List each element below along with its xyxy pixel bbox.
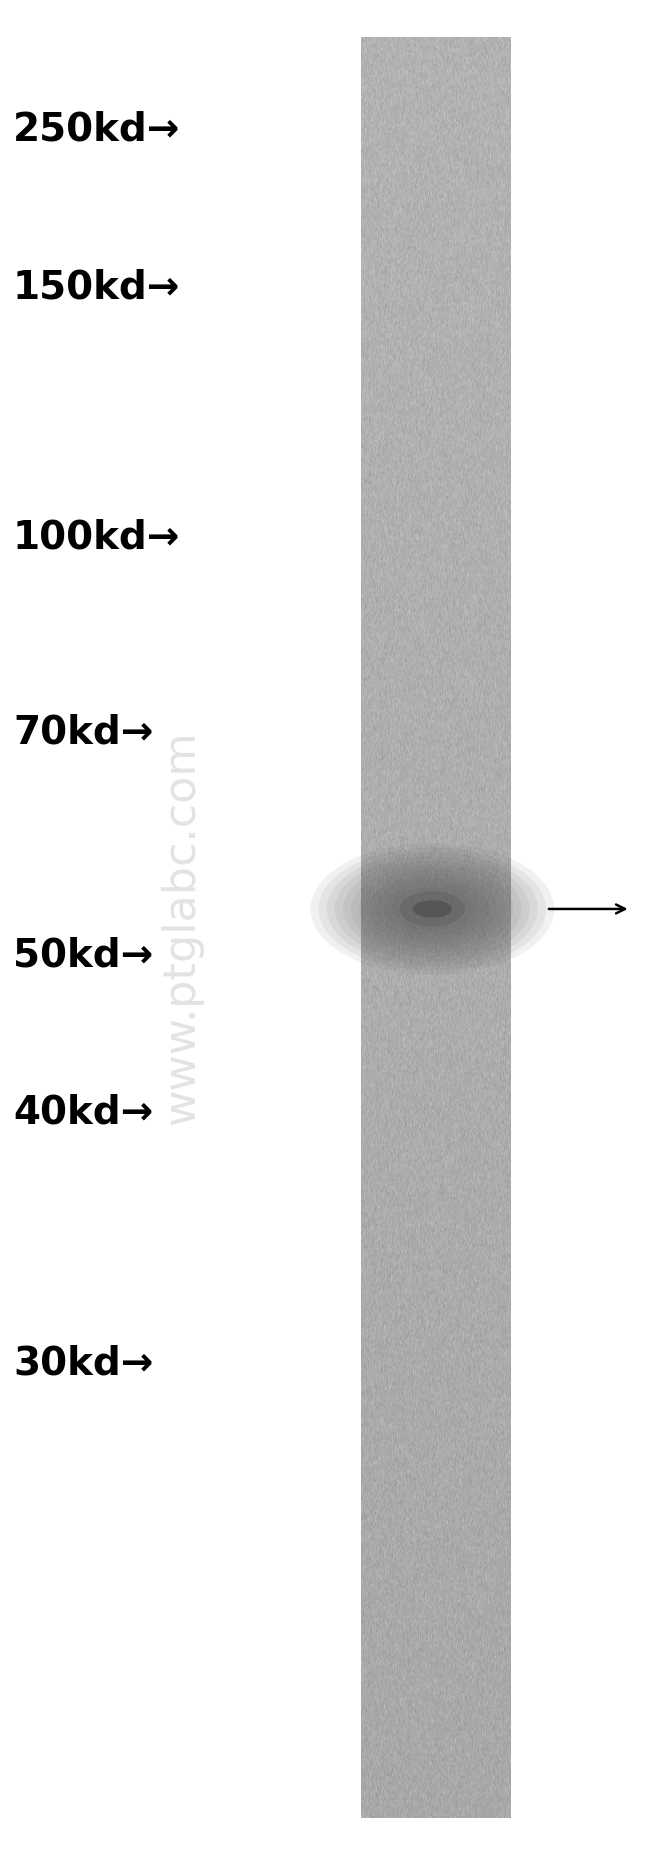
Text: 40kd→: 40kd→ <box>13 1094 153 1132</box>
Ellipse shape <box>326 851 538 966</box>
Ellipse shape <box>343 861 521 957</box>
Ellipse shape <box>318 848 546 970</box>
Text: 30kd→: 30kd→ <box>13 1345 153 1382</box>
Ellipse shape <box>359 870 506 948</box>
Text: 50kd→: 50kd→ <box>13 937 153 974</box>
Text: 70kd→: 70kd→ <box>13 714 153 751</box>
Ellipse shape <box>391 887 473 931</box>
Ellipse shape <box>351 864 514 953</box>
Ellipse shape <box>335 857 530 961</box>
Ellipse shape <box>400 892 465 926</box>
Ellipse shape <box>413 900 452 918</box>
Ellipse shape <box>311 844 554 974</box>
Ellipse shape <box>384 883 481 935</box>
Ellipse shape <box>376 877 489 940</box>
Text: www.ptglabc.com: www.ptglabc.com <box>161 731 203 1124</box>
Ellipse shape <box>367 874 497 944</box>
Text: 100kd→: 100kd→ <box>13 519 181 556</box>
Text: 250kd→: 250kd→ <box>13 111 181 148</box>
Text: 150kd→: 150kd→ <box>13 269 181 306</box>
